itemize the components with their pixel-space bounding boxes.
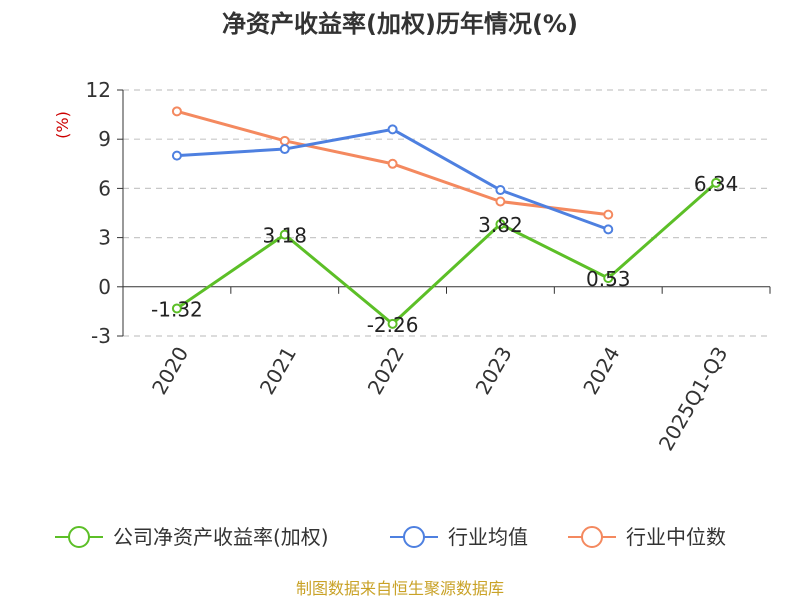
y-tick-label: 0 [98,275,111,299]
x-tick-label: 2025Q1-Q3 [654,343,733,455]
series-line [176,127,609,231]
data-point [279,135,290,146]
gridlines [123,89,770,337]
data-point [279,144,290,155]
data-point [495,196,506,207]
legend-swatch-marker [403,526,425,548]
data-point [387,318,398,329]
axes [117,89,771,337]
data-point [603,224,614,235]
legend-swatch-marker [68,526,90,548]
data-label: 3.18 [262,224,307,248]
x-tick-label: 2021 [255,343,301,399]
x-tick-label: 2023 [471,343,517,399]
x-tick-label: 2022 [363,343,409,399]
data-point [279,229,290,240]
data-labels: -1.32 3.18 -2.26 3.82 0.53 6.34 [151,172,738,337]
x-tick-label: 2020 [147,343,193,399]
data-point [387,158,398,169]
y-tick-label: 6 [98,176,111,200]
legend-label: 行业均值 [448,525,528,549]
data-point [495,185,506,196]
data-point [387,124,398,135]
y-tick-label: -3 [91,324,111,348]
x-tick-label: 2024 [578,343,624,399]
y-tick-labels: 12 9 6 3 0 -3 [86,78,111,348]
data-label: -2.26 [367,313,419,337]
series-line [176,181,718,326]
data-point [603,209,614,220]
data-label: -1.32 [151,297,203,321]
data-source-note: 制图数据来自恒生聚源数据库 [296,579,504,598]
x-tick-labels: 2020 2021 2022 2023 2024 2025Q1-Q3 [147,343,732,455]
legend: 公司净资产收益率(加权) 行业均值 行业中位数 [55,525,726,549]
y-axis-label: (%) [53,111,72,139]
data-label: 6.34 [694,172,739,196]
data-point [171,150,182,161]
legend-label: 行业中位数 [626,525,726,549]
data-point [171,106,182,117]
y-tick-label: 3 [98,226,111,250]
legend-swatch-marker [581,526,603,548]
data-point [171,303,182,314]
data-point [603,273,614,284]
series-lines [171,106,722,329]
chart-title: 净资产收益率(加权)历年情况(%) [222,10,578,38]
data-point [711,177,722,188]
y-tick-label: 12 [86,78,111,102]
data-point [495,219,506,230]
legend-label: 公司净资产收益率(加权) [113,525,329,549]
data-label: 3.82 [478,213,523,237]
data-label: 0.53 [586,267,631,291]
y-tick-label: 9 [98,127,111,151]
